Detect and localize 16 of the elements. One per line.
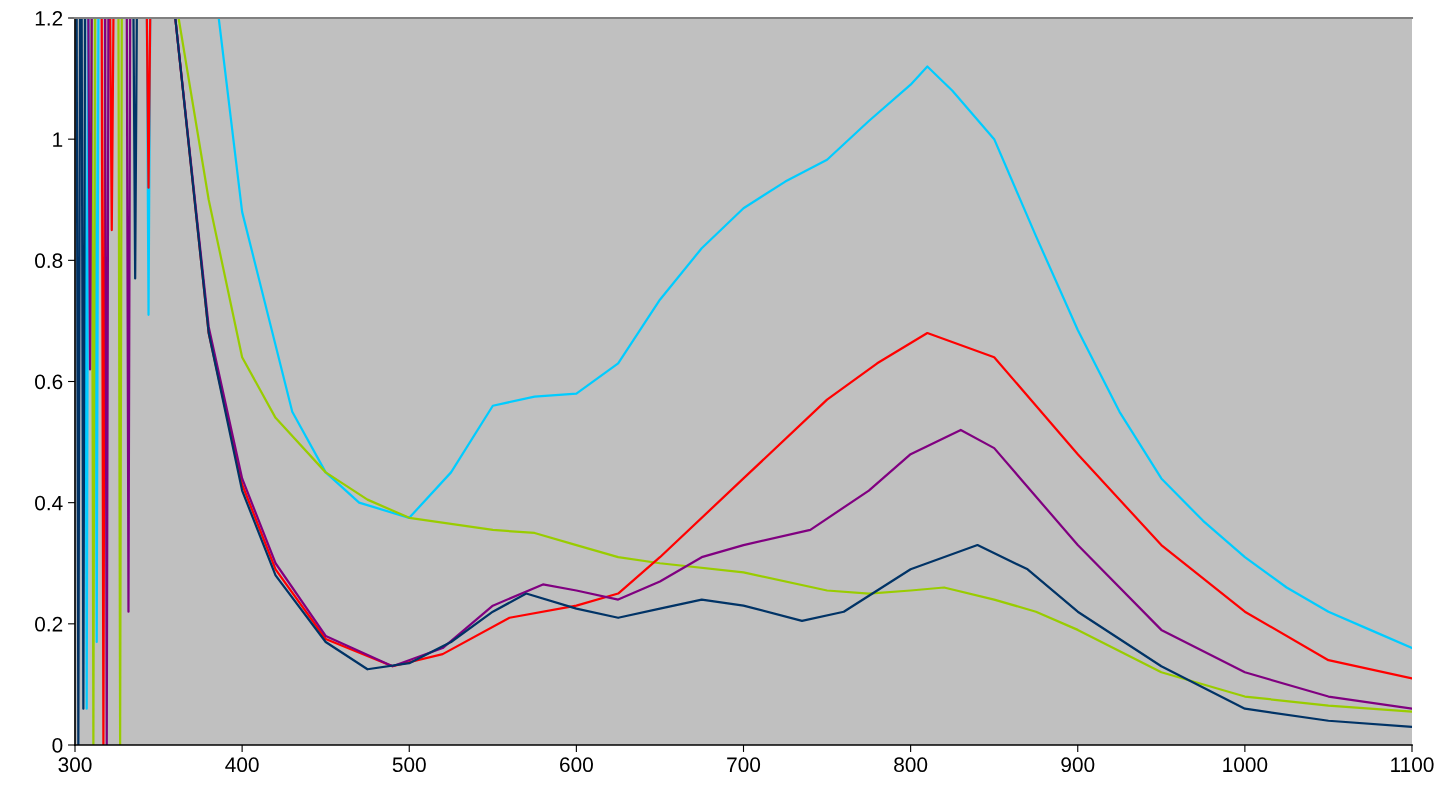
- y-tick-label: 0: [52, 738, 63, 753]
- x-tick-label: 1000: [1223, 757, 1268, 773]
- y-tick-label: 0.2: [35, 616, 63, 632]
- y-tick-label: 0.6: [35, 374, 63, 390]
- x-tick-label: 500: [392, 757, 426, 773]
- x-tick-label: 800: [894, 757, 928, 773]
- x-tick-label: 1100: [1391, 757, 1434, 773]
- y-tick-label: 0.8: [35, 253, 63, 269]
- x-tick-label: 300: [58, 757, 92, 773]
- y-tick-label: 1.2: [35, 11, 63, 26]
- x-tick-label: 700: [727, 757, 761, 773]
- y-tick-label: 0.4: [35, 495, 63, 511]
- x-tick-label: 400: [225, 757, 259, 773]
- x-tick-label: 900: [1061, 757, 1095, 773]
- x-tick-label: 600: [560, 757, 593, 773]
- y-tick-label: 1: [53, 132, 63, 147]
